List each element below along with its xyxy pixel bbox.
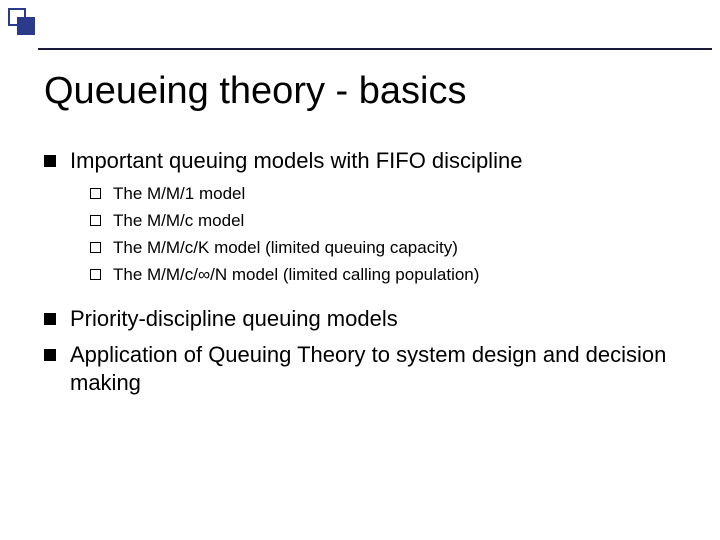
sub-bullet-text: The M/M/c model: [113, 210, 244, 233]
slide-content: Queueing theory - basics Important queui…: [44, 70, 684, 405]
hollow-square-icon: [90, 242, 101, 253]
sub-bullet-item: The M/M/c/K model (limited queuing capac…: [90, 237, 684, 260]
bullet-text: Important queuing models with FIFO disci…: [70, 147, 522, 175]
square-bullet-icon: [44, 349, 56, 361]
header-decor: [8, 8, 712, 50]
sub-bullet-text: The M/M/c/K model (limited queuing capac…: [113, 237, 458, 260]
bullet-text: Priority-discipline queuing models: [70, 305, 398, 333]
sub-bullet-list: The M/M/1 model The M/M/c model The M/M/…: [90, 183, 684, 287]
decor-rule: [38, 48, 712, 50]
bullet-text: Application of Queuing Theory to system …: [70, 341, 684, 397]
sub-bullet-item: The M/M/c model: [90, 210, 684, 233]
bullet-application: Application of Queuing Theory to system …: [44, 341, 684, 397]
bullet-list-cont: Priority-discipline queuing models Appli…: [44, 305, 684, 397]
hollow-square-icon: [90, 215, 101, 226]
sub-bullet-item: The M/M/1 model: [90, 183, 684, 206]
decor-square-fill: [17, 17, 35, 35]
bullet-important: Important queuing models with FIFO disci…: [44, 147, 684, 175]
square-bullet-icon: [44, 313, 56, 325]
bullet-priority: Priority-discipline queuing models: [44, 305, 684, 333]
square-bullet-icon: [44, 155, 56, 167]
sub-bullet-text: The M/M/c/∞/N model (limited calling pop…: [113, 264, 479, 287]
sub-bullet-item: The M/M/c/∞/N model (limited calling pop…: [90, 264, 684, 287]
hollow-square-icon: [90, 269, 101, 280]
sub-bullet-text: The M/M/1 model: [113, 183, 245, 206]
slide-title: Queueing theory - basics: [44, 70, 684, 113]
bullet-list: Important queuing models with FIFO disci…: [44, 147, 684, 175]
hollow-square-icon: [90, 188, 101, 199]
